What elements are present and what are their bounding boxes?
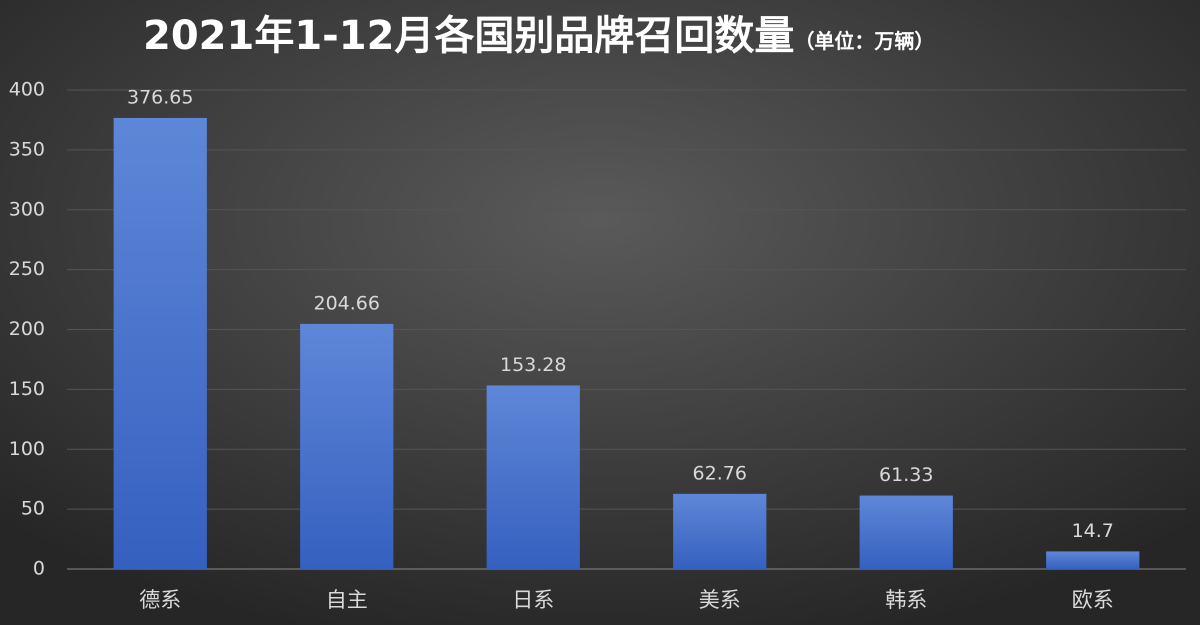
y-tick-label: 350	[9, 138, 45, 160]
bar	[486, 385, 580, 569]
value-label: 62.76	[693, 462, 747, 484]
value-label: 14.7	[1072, 520, 1114, 542]
y-tick-label: 300	[9, 198, 45, 220]
x-tick-label: 自主	[326, 588, 368, 612]
subtitle: （单位：万辆）	[794, 29, 934, 53]
x-tick-label: 美系	[699, 588, 741, 612]
value-label: 153.28	[500, 354, 566, 376]
y-tick-label: 200	[9, 318, 45, 340]
bar	[1046, 551, 1140, 569]
y-tick-label: 400	[9, 79, 45, 101]
value-label: 204.66	[314, 292, 380, 314]
x-tick-label: 德系	[139, 588, 181, 612]
bar	[673, 493, 767, 569]
y-tick-label: 150	[9, 378, 45, 400]
value-label: 61.33	[879, 464, 933, 486]
bar	[300, 323, 394, 569]
y-tick-label: 0	[33, 558, 45, 580]
chart-title: 2021年1-12月各国别品牌召回数量（单位：万辆）	[143, 13, 934, 59]
x-tick-label: 韩系	[885, 588, 927, 612]
y-tick-label: 100	[9, 438, 45, 460]
bar	[859, 495, 953, 569]
bar	[113, 117, 207, 570]
y-tick-label: 250	[9, 258, 45, 280]
x-tick-label: 欧系	[1072, 588, 1114, 612]
y-tick-label: 50	[21, 498, 45, 520]
value-label: 376.65	[127, 86, 193, 108]
x-tick-label: 日系	[512, 588, 554, 612]
title-main: 2021年1-12月各国别品牌召回数量	[143, 13, 794, 59]
